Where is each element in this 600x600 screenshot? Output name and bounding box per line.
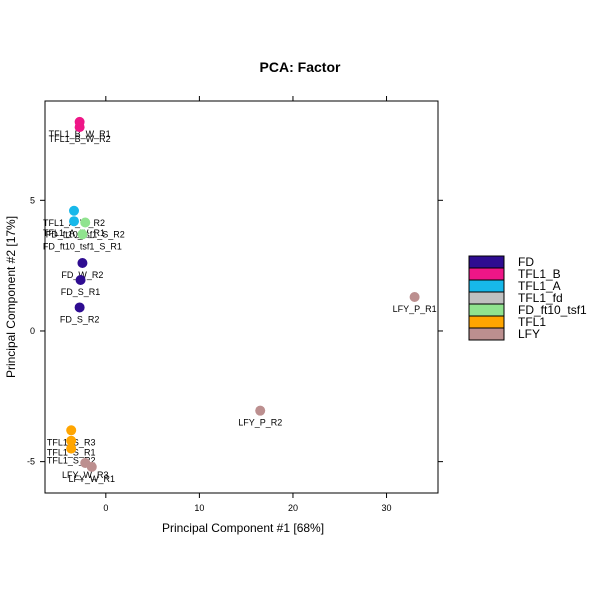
x-tick-label: 20: [288, 503, 298, 513]
x-axis-label: Principal Component #1 [68%]: [162, 521, 324, 535]
legend-swatch: [468, 291, 505, 305]
legend-label: TFL1_B: [518, 267, 561, 281]
y-axis-label: Principal Component #2 [17%]: [4, 216, 18, 378]
x-tick-label: 30: [382, 503, 392, 513]
data-point: [66, 425, 77, 436]
data-point: [66, 443, 77, 454]
data-point: [255, 405, 266, 416]
data-point: [66, 435, 77, 446]
y-tick-label: 5: [30, 195, 35, 205]
legend-swatch: [468, 327, 505, 341]
point-label: LFY_P_R1: [393, 304, 437, 314]
data-point: [77, 229, 88, 240]
data-point: [409, 292, 420, 302]
data-points: [66, 116, 420, 472]
legend-swatch: [468, 255, 505, 269]
plot-frame: [44, 100, 439, 494]
data-point: [74, 302, 85, 313]
legend-label: LFY: [518, 327, 540, 341]
point-label: LFY_W_R1: [69, 474, 116, 484]
legend-swatch: [468, 315, 505, 329]
legend-swatch: [468, 267, 505, 281]
x-tick-label: 10: [194, 503, 204, 513]
data-point: [69, 205, 80, 216]
data-point: [69, 216, 80, 227]
x-tick-label: 0: [103, 503, 108, 513]
legend-label: TFL1: [518, 315, 546, 329]
data-point: [77, 258, 88, 269]
y-tick-label: -5: [27, 457, 35, 467]
legend-label: FD: [518, 255, 534, 269]
point-label: FD_ft10_tsf1_S_R1: [43, 241, 122, 251]
y-tick-label: 0: [30, 326, 35, 336]
legend-label: TFL1_fd: [518, 291, 563, 305]
axes: 0 10 20 30 -5 0 5: [27, 96, 443, 513]
point-label: TFL1_S_R2: [47, 456, 96, 466]
point-label: TFL1_A_W_R1: [43, 228, 105, 238]
legend-swatch: [468, 279, 505, 293]
point-label: LFY_W_R3: [62, 470, 109, 480]
legend-label: TFL1_A: [518, 279, 561, 293]
point-label: TFL1_B_W_R2: [49, 134, 111, 144]
point-labels: FD_W_R2 FD_S_R1 FD_S_R2 TFL1_B_W_R1TFL1_B_W…: [43, 129, 437, 484]
legend-swatch: [468, 303, 505, 317]
data-point: [80, 217, 91, 228]
legend-label: FD_ft10_tsf1: [518, 303, 587, 317]
point-label: FD_S_R1: [61, 287, 101, 297]
data-point: [74, 122, 85, 133]
point-label: LFY_P_R2: [238, 418, 282, 428]
chart-title: PCA: Factor: [260, 59, 341, 75]
point-label: TFL1_B_W_R1: [49, 129, 111, 139]
point-label: FD_W_R2: [61, 270, 103, 280]
point-label: FD_S_R2: [60, 314, 100, 324]
data-point: [75, 275, 86, 286]
data-point: [86, 461, 97, 472]
